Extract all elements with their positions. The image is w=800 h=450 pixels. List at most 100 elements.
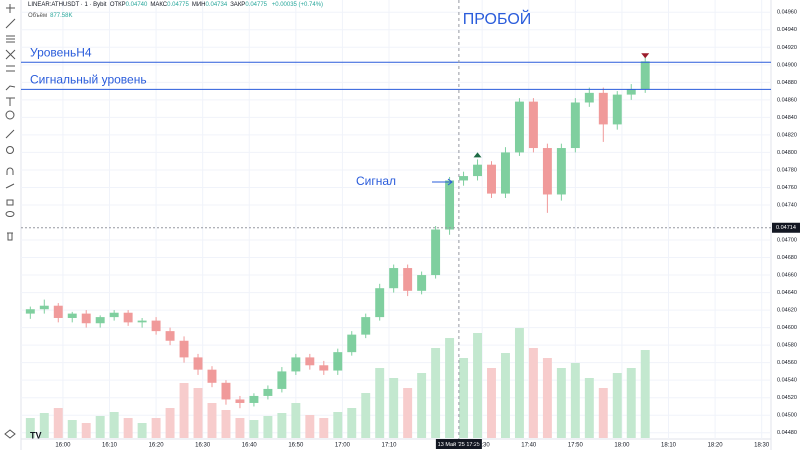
y-tick-label: 0.04800	[777, 150, 797, 156]
volume-bar	[53, 408, 63, 438]
quote-value: 0.04740	[125, 2, 148, 8]
tool-ruler[interactable]	[5, 129, 15, 139]
candle-body	[361, 317, 371, 335]
x-tick-label: 18:30	[754, 443, 770, 449]
x-tick-label: 16:50	[288, 443, 304, 449]
candle-body	[501, 152, 510, 194]
tool-pattern[interactable]	[5, 49, 16, 60]
y-tick-label: 0.04920	[777, 45, 797, 51]
volume-bar	[67, 420, 77, 438]
volume-bar	[235, 418, 245, 438]
quote: ОТКР0.04740 МАКС0.04775 МИН0.04734 ЗАКР0.04…	[110, 2, 270, 8]
tool-draw-mode[interactable]	[5, 183, 15, 189]
y-tick-label: 0.04680	[777, 255, 797, 261]
tool-zoom[interactable]	[6, 146, 14, 154]
tool-trendline[interactable]	[5, 18, 16, 29]
crosshair-label: 13 Май '25 17:25	[438, 441, 480, 448]
volume-bar	[361, 393, 371, 438]
x-tick-label: 18:20	[708, 443, 724, 449]
candle-body	[584, 92, 594, 103]
quote-label: ЗАКР	[230, 2, 246, 8]
y-tick-label: 0.04760	[777, 185, 797, 191]
candle-body	[235, 399, 245, 403]
volume-header: Объём 877.58K	[28, 13, 72, 19]
quote-value: 0.04775	[167, 2, 189, 8]
level-label: УровеньH4	[30, 45, 92, 59]
y-tick-label: 0.04640	[777, 290, 797, 296]
x-tick-label: 18:10	[661, 443, 677, 449]
tool-layers[interactable]	[4, 429, 16, 439]
candle-body	[319, 365, 329, 371]
x-tick-label: 17:50	[568, 443, 584, 449]
candle-body	[389, 268, 399, 289]
volume-bar	[570, 363, 580, 438]
volume-bar	[528, 348, 538, 438]
candle-body	[151, 320, 161, 332]
candle-layer	[25, 54, 650, 409]
volume-bar	[25, 418, 35, 438]
quote-value: 0.04734	[205, 2, 228, 8]
y-tick-label: 0.04880	[777, 80, 797, 86]
volume-bar	[626, 368, 636, 438]
grid	[21, 0, 771, 439]
tool-forecast[interactable]	[6, 65, 15, 72]
candle-body	[137, 320, 147, 323]
candle-body	[431, 229, 441, 276]
tool-delete[interactable]	[7, 232, 13, 241]
y-tick-label: 0.04960	[777, 10, 797, 16]
last-price-box	[772, 222, 800, 233]
candle-body	[305, 357, 315, 366]
toolbar	[0, 0, 21, 450]
x-tick-label: 16:20	[149, 443, 165, 449]
volume-bar	[81, 423, 91, 438]
volume-bar	[501, 353, 510, 438]
y-tick-label: 0.04520	[777, 395, 797, 401]
volume-bar	[389, 378, 399, 438]
candle-body	[249, 395, 259, 403]
volume-bar	[39, 413, 49, 438]
candle-body	[81, 313, 91, 324]
volume-bar	[319, 418, 329, 438]
candle-body	[165, 331, 175, 341]
overlay-layer: УровеньH4 Сигнальный уровень ПРОБОЙ Сигнал 0…	[21, 0, 800, 449]
volume-value: 877.58K	[50, 13, 73, 19]
x-tick-label: 17:40	[521, 443, 537, 449]
change: +0.00035 (+0.74%)	[271, 2, 324, 8]
volume-bar	[514, 328, 524, 438]
tool-brush[interactable]	[5, 85, 16, 91]
y-tick-label: 0.04620	[777, 308, 797, 314]
tool-text[interactable]	[6, 97, 15, 106]
quote-label: МИН	[191, 2, 206, 8]
tool-fib[interactable]	[6, 35, 15, 43]
volume-bar	[584, 378, 594, 438]
y-tick-label: 0.04940	[777, 27, 797, 33]
quote-label: МАКС	[150, 2, 168, 8]
volume-bar	[179, 383, 189, 438]
y-tick-label: 0.04700	[777, 237, 797, 243]
tool-emoji[interactable]	[5, 110, 15, 120]
candle-body	[53, 305, 63, 318]
volume-bar	[431, 348, 441, 438]
x-tick-label: 16:40	[242, 443, 258, 449]
volume-bar	[542, 358, 552, 438]
tool-visibility[interactable]	[5, 211, 15, 217]
candle-body	[542, 148, 552, 195]
volume-bar	[109, 412, 119, 438]
tool-magnet[interactable]	[6, 167, 14, 175]
tool-lock[interactable]	[6, 199, 14, 206]
y-tick-label: 0.04660	[777, 273, 797, 279]
y-tick-label: 0.04580	[777, 343, 797, 349]
volume-bar	[277, 413, 287, 438]
volume-bar	[123, 418, 133, 438]
candle-body	[487, 164, 496, 194]
signal-marker-down	[641, 53, 650, 59]
volume-bar	[598, 388, 608, 438]
volume-bar	[193, 388, 203, 438]
candle-body	[570, 102, 580, 149]
header: LINEAR:ATHUSDT · 1 · Bybit ОТКР0.04740 МА…	[28, 2, 326, 8]
tool-crosshair[interactable]	[6, 4, 15, 13]
candle-body	[333, 352, 343, 371]
candle-body	[67, 313, 77, 318]
tv-logo: TV	[30, 430, 42, 440]
